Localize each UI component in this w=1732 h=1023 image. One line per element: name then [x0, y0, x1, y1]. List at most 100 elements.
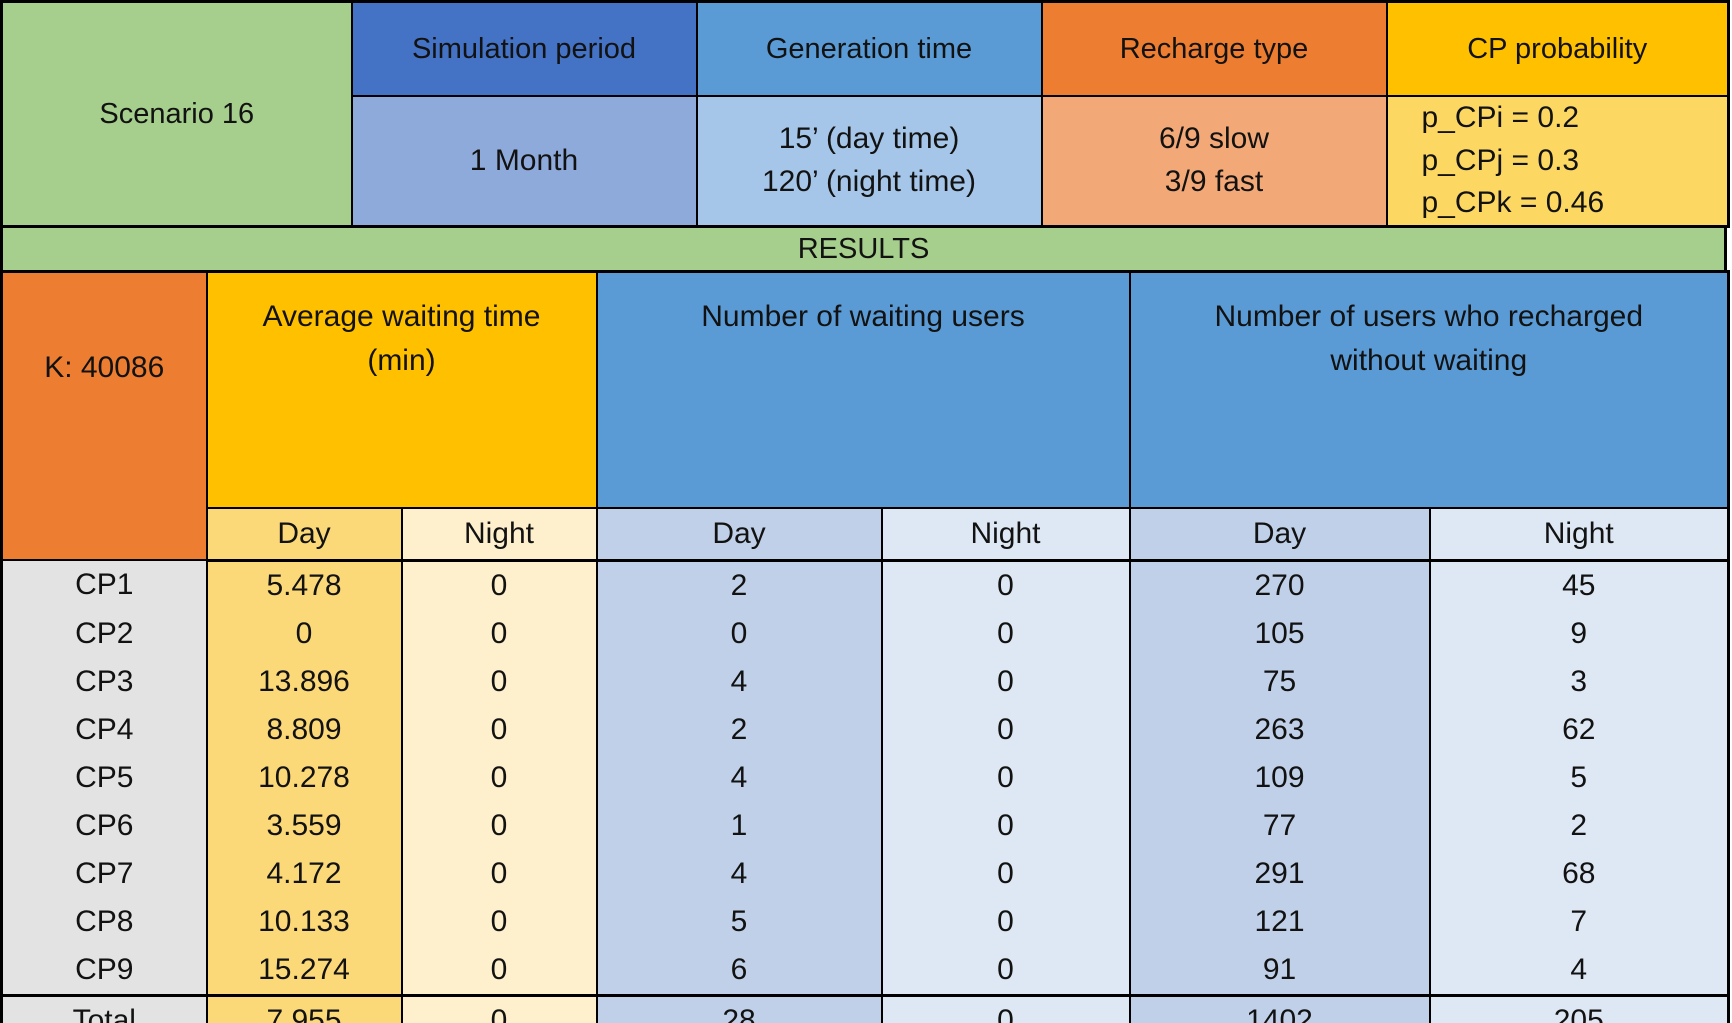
wait-night-value-cell: 0: [880, 849, 1131, 898]
awt-day-value-cell: 0: [205, 609, 403, 658]
prob-cpi: p_CPi = 0.2: [1421, 101, 1580, 135]
rech-night-value-cell: 62: [1428, 705, 1730, 754]
table-row: CP7 4.172 0 4 0 291 68: [0, 849, 1730, 898]
recharge-type-header: Recharge type: [1040, 0, 1388, 97]
table-row: CP1 5.478 0 2 0 270 45: [0, 560, 1730, 610]
parameters-table: Scenario 16 Simulation period Generation…: [0, 0, 1730, 228]
rech-day-value-cell: 75: [1128, 657, 1431, 706]
total-rech-night: 205: [1428, 993, 1730, 1023]
awt-day-value-cell: 5.478: [205, 560, 403, 610]
wait-day-subheader: Day: [595, 506, 883, 562]
rech-night-value-cell: 9: [1428, 609, 1730, 658]
awt-day-value-cell: 8.809: [205, 705, 403, 754]
awt-night-value-cell: 0: [400, 801, 598, 850]
rech-night-value-cell: 45: [1428, 560, 1730, 610]
rech-day-value-cell: 77: [1128, 801, 1431, 850]
k-value-cell: K: 40086: [0, 270, 208, 561]
awt-night-value-cell: 0: [400, 897, 598, 946]
cp-label-cell: CP9: [0, 945, 208, 995]
data-rows: CP1 5.478 0 2 0 270 45 CP2 0 0 0 0 105 9…: [0, 560, 1730, 995]
wait-night-value-cell: 0: [880, 705, 1131, 754]
awt-day-value-cell: 4.172: [205, 849, 403, 898]
table-row: CP5 10.278 0 4 0 109 5: [0, 753, 1730, 802]
awt-night-value-cell: 0: [400, 560, 598, 610]
total-awt-night: 0: [400, 993, 598, 1023]
results-band: RESULTS: [0, 225, 1727, 273]
prob-cpj: p_CPj = 0.3: [1421, 143, 1580, 177]
awt-night-value-cell: 0: [400, 849, 598, 898]
cp-label-cell: CP2: [0, 609, 208, 658]
rech-day-value-cell: 109: [1128, 753, 1431, 802]
wait-night-value-cell: 0: [880, 609, 1131, 658]
rech-day-value-cell: 105: [1128, 609, 1431, 658]
total-rech-day: 1402: [1128, 993, 1431, 1023]
awt-night-value-cell: 0: [400, 657, 598, 706]
cp-label-cell: CP6: [0, 801, 208, 850]
cp-label-cell: CP3: [0, 657, 208, 706]
cp-label-cell: CP4: [0, 705, 208, 754]
wait-day-value-cell: 2: [595, 560, 883, 610]
wait-day-value-cell: 1: [595, 801, 883, 850]
day-night-subheader-row: Day Night Day Night Day Night: [2, 506, 1730, 562]
table-row: CP3 13.896 0 4 0 75 3: [0, 657, 1730, 706]
scenario-cell: Scenario 16: [0, 0, 353, 228]
cp-label-cell: CP8: [0, 897, 208, 946]
cp-probability-header: CP probability: [1385, 0, 1730, 97]
cp-label-cell: CP1: [0, 560, 208, 610]
table-row: CP9 15.274 0 6 0 91 4: [0, 945, 1730, 995]
wait-day-value-cell: 6: [595, 945, 883, 995]
generation-time-night: 120’ (night time): [762, 165, 976, 198]
awt-day-value-cell: 10.133: [205, 897, 403, 946]
simulation-period-value: 1 Month: [350, 95, 698, 228]
rech-day-value-cell: 270: [1128, 560, 1431, 610]
total-wait-day: 28: [595, 993, 883, 1023]
awt-day-value-cell: 15.274: [205, 945, 403, 995]
awt-night-value-cell: 0: [400, 705, 598, 754]
wait-day-value-cell: 4: [595, 753, 883, 802]
wait-day-value-cell: 4: [595, 657, 883, 706]
total-label: Total: [0, 993, 208, 1023]
rech-day-subheader: Day: [1128, 506, 1431, 562]
wait-night-subheader: Night: [880, 506, 1131, 562]
awt-night-value-cell: 0: [400, 609, 598, 658]
waiting-users-header: Number of waiting users: [595, 270, 1131, 509]
table-row: CP8 10.133 0 5 0 121 7: [0, 897, 1730, 946]
recharge-fast: 3/9 fast: [1164, 165, 1264, 198]
parameters-value-row: 1 Month 15’ (day time) 120’ (night time)…: [2, 95, 1730, 228]
total-awt-day: 7.955: [205, 993, 403, 1023]
results-table: K: 40086 Average waiting time (min) Numb…: [0, 270, 1730, 1023]
rech-night-value-cell: 3: [1428, 657, 1730, 706]
rech-night-value-cell: 68: [1428, 849, 1730, 898]
awt-day-value-cell: 10.278: [205, 753, 403, 802]
awt-night-value-cell: 0: [400, 945, 598, 995]
rech-day-value-cell: 91: [1128, 945, 1431, 995]
cp-probability-value: p_CPi = 0.2 p_CPj = 0.3 p_CPk = 0.46: [1385, 95, 1730, 228]
wait-day-value-cell: 0: [595, 609, 883, 658]
generation-time-day: 15’ (day time): [778, 122, 960, 156]
rech-day-value-cell: 121: [1128, 897, 1431, 946]
total-row: Total 7.955 0 28 0 1402 205: [0, 993, 1730, 1023]
awt-night-subheader: Night: [400, 506, 598, 562]
rech-night-value-cell: 5: [1428, 753, 1730, 802]
wait-night-value-cell: 0: [880, 560, 1131, 610]
table-row: CP4 8.809 0 2 0 263 62: [0, 705, 1730, 754]
rech-day-value-cell: 263: [1128, 705, 1431, 754]
wait-night-value-cell: 0: [880, 657, 1131, 706]
wait-day-value-cell: 2: [595, 705, 883, 754]
parameters-header-row: Scenario 16 Simulation period Generation…: [0, 0, 1730, 228]
recharged-without-waiting-header: Number of users who recharged without wa…: [1128, 270, 1730, 509]
cp-label-cell: CP5: [0, 753, 208, 802]
simulation-period-header: Simulation period: [350, 0, 698, 97]
generation-time-value: 15’ (day time) 120’ (night time): [695, 95, 1043, 228]
wait-day-value-cell: 5: [595, 897, 883, 946]
table-row: CP6 3.559 0 1 0 77 2: [0, 801, 1730, 850]
wait-night-value-cell: 0: [880, 897, 1131, 946]
wait-night-value-cell: 0: [880, 801, 1131, 850]
rech-day-value-cell: 291: [1128, 849, 1431, 898]
rech-night-value-cell: 4: [1428, 945, 1730, 995]
rech-night-value-cell: 7: [1428, 897, 1730, 946]
prob-cpk: p_CPk = 0.46: [1421, 186, 1605, 220]
cp-label-cell: CP7: [0, 849, 208, 898]
awt-day-value-cell: 13.896: [205, 657, 403, 706]
